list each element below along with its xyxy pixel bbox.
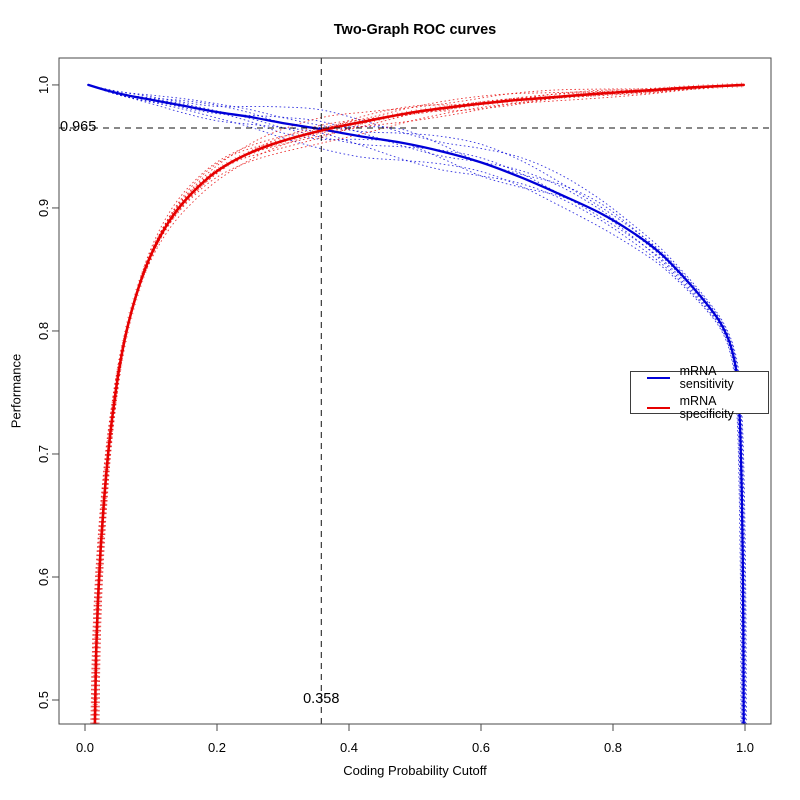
sensitivity-line-sample-icon	[647, 376, 670, 379]
specificity-replicate-curve	[96, 84, 744, 724]
y-axis-tick-label: 0.6	[36, 568, 51, 586]
plot-box	[58, 57, 772, 725]
legend-label-sensitivity: mRNA sensitivity	[679, 363, 734, 391]
x-axis-label: Coding Probability Cutoff	[343, 763, 487, 778]
x-axis-tick-label: 0.4	[340, 740, 358, 755]
x-axis-tick-label: 0.2	[208, 740, 226, 755]
legend-label-specificity: mRNA specificity	[679, 393, 734, 421]
sensitivity-replicate-curve	[88, 84, 743, 724]
chart-title: Two-Graph ROC curves	[333, 22, 497, 38]
legend-item-sensitivity: mRNA sensitivity	[647, 363, 768, 391]
sensitivity-replicate-curve	[88, 84, 747, 724]
specificity-replicate-curve	[97, 84, 744, 724]
x-axis-tick-label: 1.0	[736, 740, 754, 755]
y-axis-label: Performance	[8, 353, 24, 429]
y-axis-tick-label: 0.7	[36, 445, 51, 463]
legend: mRNA sensitivity mRNA specificity	[630, 364, 769, 420]
x-axis-tick-label: 0.8	[604, 740, 622, 755]
y-axis-tick-label: 1.0	[36, 76, 51, 94]
performance-threshold-label: 0.965	[60, 118, 97, 135]
x-axis-tick-label: 0.6	[472, 740, 490, 755]
x-axis-tick-label: 0.0	[76, 740, 94, 755]
sensitivity-replicate-curve	[88, 84, 746, 724]
specificity-curve	[93, 83, 745, 724]
y-axis-tick-label: 0.8	[36, 322, 51, 340]
legend-item-specificity: mRNA specificity	[647, 393, 768, 421]
y-axis-tick-label: 0.9	[36, 199, 51, 217]
y-axis-tick-label: 0.5	[36, 691, 51, 709]
specificity-replicate-curve	[91, 84, 744, 724]
specificity-line-sample-icon	[647, 406, 670, 409]
